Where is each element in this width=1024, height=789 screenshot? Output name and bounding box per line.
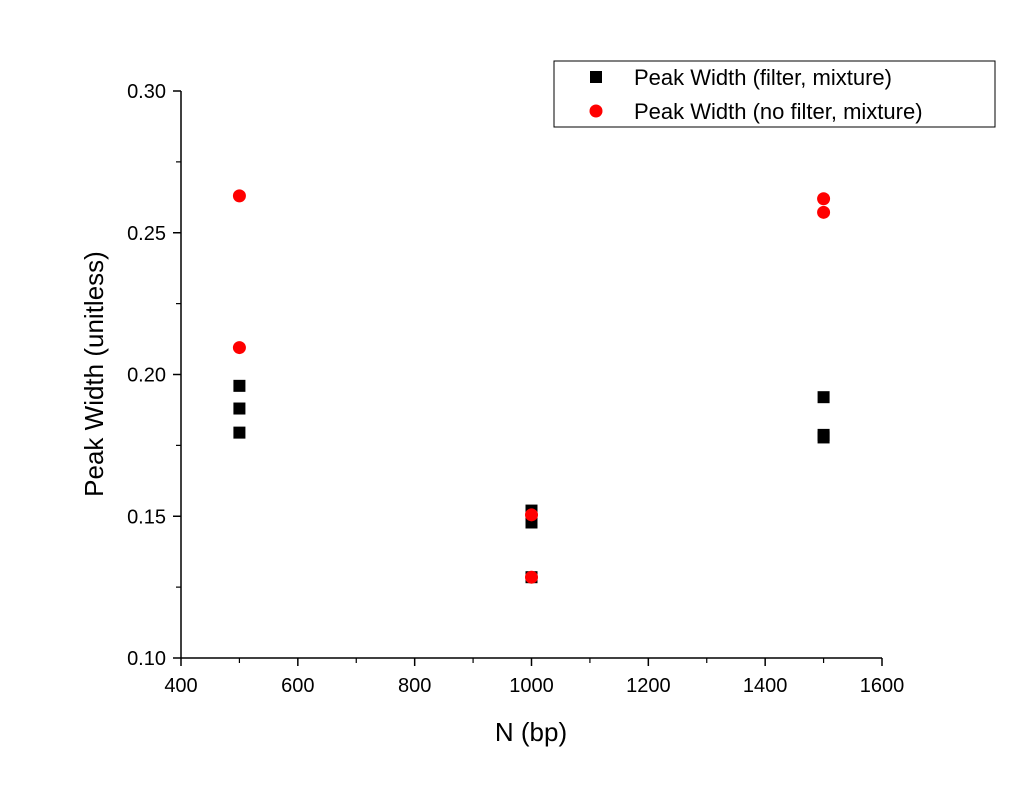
data-point-circle bbox=[525, 508, 538, 522]
legend-label-filter-mixture: Peak Width (filter, mixture) bbox=[634, 65, 892, 90]
data-point-square bbox=[233, 379, 246, 392]
y-tick-label: 0.20 bbox=[127, 365, 166, 387]
data-point-square bbox=[817, 431, 830, 444]
x-tick-label: 1600 bbox=[860, 675, 905, 697]
axes: 400 600 800 1000 1200 1400 1600 0.100.150.200.… bbox=[127, 81, 904, 697]
x-tick-label: 800 bbox=[398, 675, 431, 697]
data-point-square bbox=[233, 402, 246, 415]
y-tick-label: 0.15 bbox=[127, 506, 166, 528]
legend: Peak Width (filter, mixture) Peak Width … bbox=[553, 60, 996, 128]
x-axis-title: N (bp) bbox=[495, 717, 567, 747]
data-point-circle bbox=[817, 192, 831, 206]
legend-marker-no-filter-mixture bbox=[589, 104, 603, 118]
x-tick-label: 400 bbox=[164, 675, 197, 697]
legend-label-no-filter-mixture: Peak Width (no filter, mixture) bbox=[634, 99, 923, 124]
x-tick-label: 1200 bbox=[626, 675, 671, 697]
y-tick-label: 0.10 bbox=[127, 648, 166, 670]
legend-box bbox=[553, 60, 996, 128]
data-point-square bbox=[233, 426, 246, 439]
x-tick-label: 600 bbox=[281, 675, 314, 697]
data-points bbox=[232, 189, 831, 584]
legend-marker-filter-mixture bbox=[590, 71, 602, 83]
data-point-circle bbox=[525, 570, 538, 584]
data-point-circle bbox=[817, 205, 831, 219]
data-point-square bbox=[817, 391, 830, 404]
data-point-circle bbox=[232, 189, 246, 203]
y-tick-label: 0.30 bbox=[127, 81, 166, 103]
x-tick-label: 1400 bbox=[743, 675, 788, 697]
data-point-circle bbox=[232, 341, 246, 355]
y-tick-label: 0.25 bbox=[127, 223, 166, 245]
x-tick-label: 1000 bbox=[509, 675, 554, 697]
y-ticks: 0.10 0.15 0.20 0.25 0.30 bbox=[127, 81, 181, 670]
y-axis-title: Peak Width (unitless) bbox=[79, 251, 109, 497]
x-ticks: 400 600 800 1000 1200 1400 1600 bbox=[164, 658, 904, 697]
